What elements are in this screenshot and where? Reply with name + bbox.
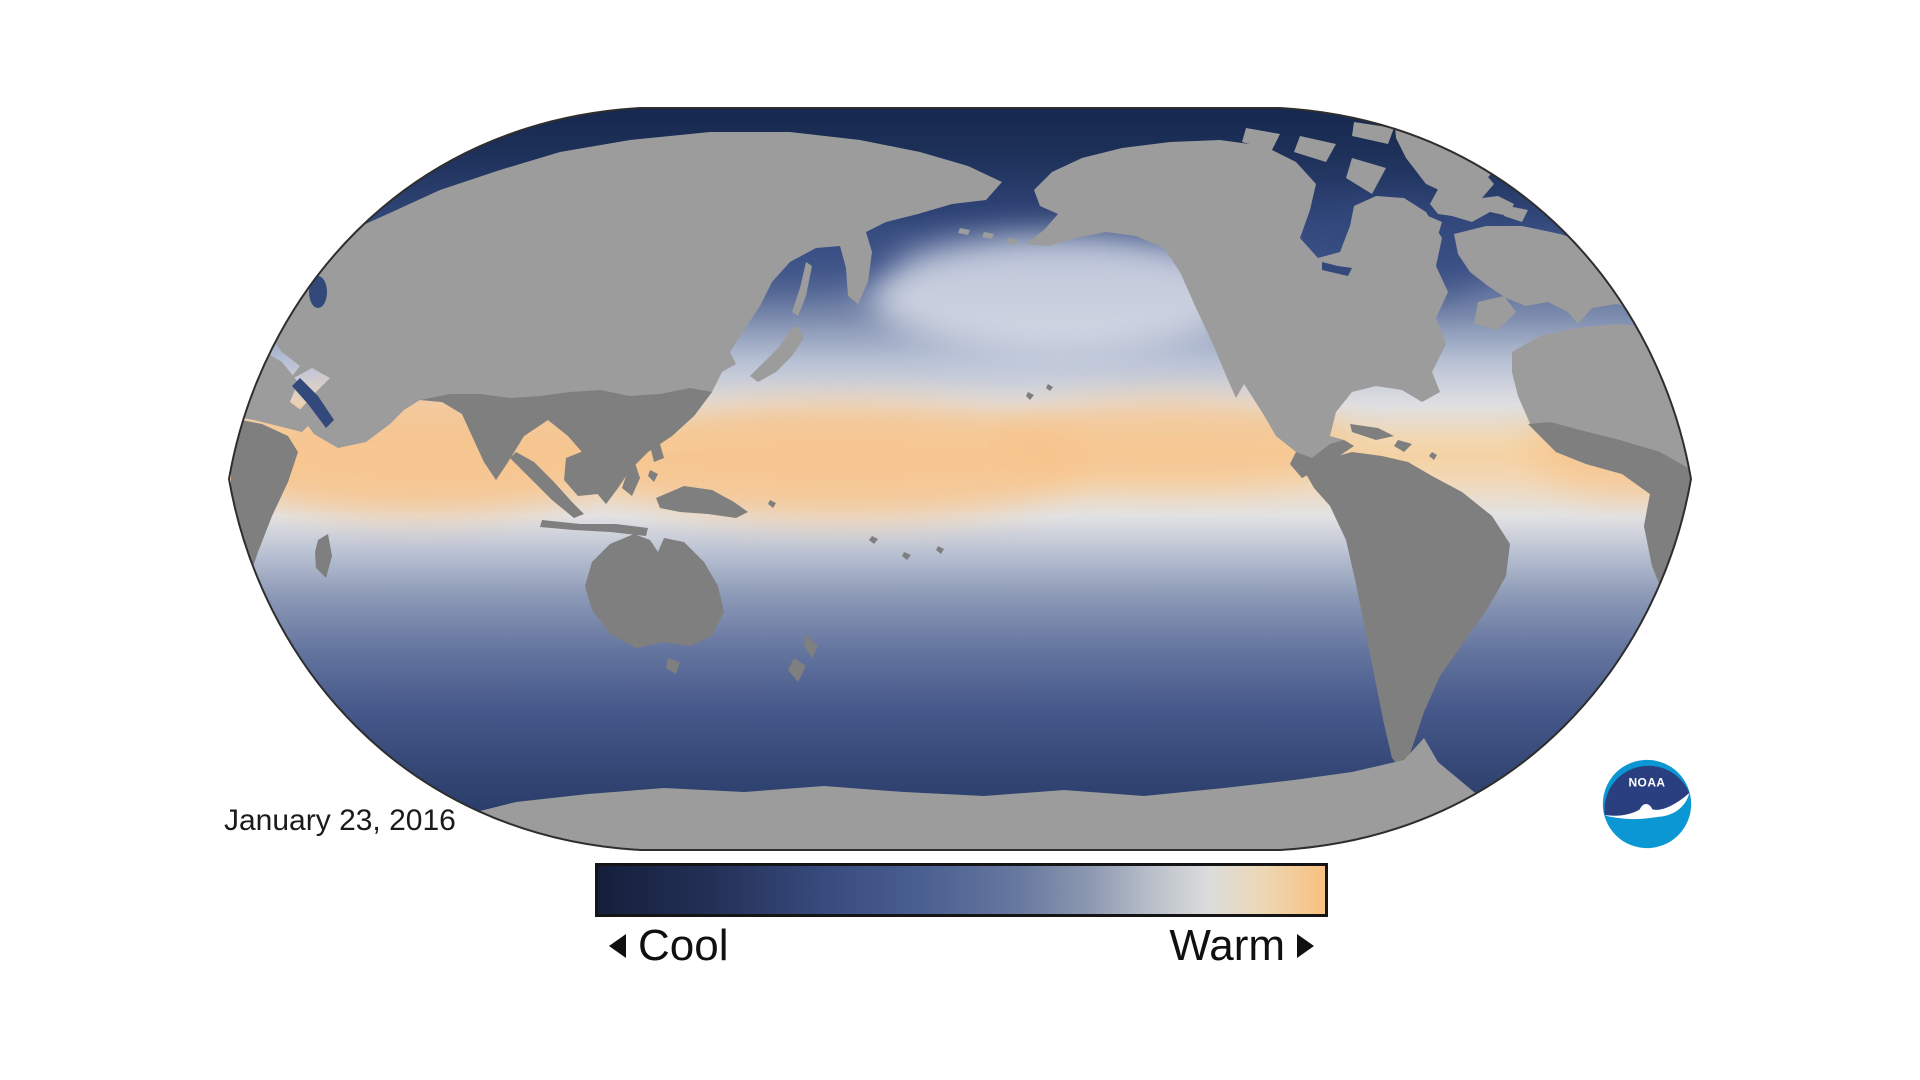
landmass-africa-east xyxy=(231,418,332,618)
red-sea xyxy=(292,378,334,428)
black-sea xyxy=(250,264,274,280)
landmass-caribbean-islands xyxy=(1350,424,1437,460)
landmass-south-asia xyxy=(420,388,712,504)
map-outline xyxy=(227,107,1693,851)
warm-label: Warm xyxy=(1169,921,1285,970)
landmass-arctic-islands xyxy=(1242,122,1394,194)
landmass-australia xyxy=(585,534,724,674)
landmass-central-america xyxy=(1290,440,1354,478)
colorbar-gradient xyxy=(598,866,1325,914)
great-lakes xyxy=(1322,262,1352,276)
landmass-japan xyxy=(750,262,812,382)
cool-label-group: Cool xyxy=(609,921,729,971)
cool-label: Cool xyxy=(638,921,729,970)
landmass-antarctica xyxy=(396,738,1570,850)
landmass-europe xyxy=(1410,166,1666,330)
landmass-south-america xyxy=(1306,452,1510,772)
warm-label-group: Warm xyxy=(1169,921,1314,971)
landmass-new-guinea xyxy=(656,486,748,518)
noaa-logo: NOAA xyxy=(1602,759,1692,849)
warm-band-west-pacific xyxy=(590,400,1090,520)
landmass-eurasia xyxy=(238,132,1002,504)
landmass-indonesia xyxy=(510,450,658,561)
noaa-logo-text: NOAA xyxy=(1628,776,1665,790)
date-label: January 23, 2016 xyxy=(224,804,456,837)
noaa-logo-dome xyxy=(1604,765,1690,817)
landmass-africa-sub-saharan xyxy=(1528,422,1691,640)
warm-blob-northeast-pacific xyxy=(870,235,1250,355)
landmass-aleutian-islands xyxy=(958,228,1018,245)
landmass-new-zealand xyxy=(788,634,818,682)
warm-band-east-pacific xyxy=(990,398,1350,486)
landmass-philippines xyxy=(644,406,664,462)
cool-arrow-icon xyxy=(609,934,626,958)
landmass-africa-north xyxy=(1512,324,1691,640)
noaa-seagull-icon xyxy=(1604,792,1690,820)
colorbar-labels: Cool Warm xyxy=(595,920,1328,972)
warm-arrow-icon xyxy=(1297,934,1314,958)
caspian-sea xyxy=(309,276,327,308)
landmass-north-america xyxy=(1026,140,1448,478)
temperature-colorbar xyxy=(595,863,1328,917)
